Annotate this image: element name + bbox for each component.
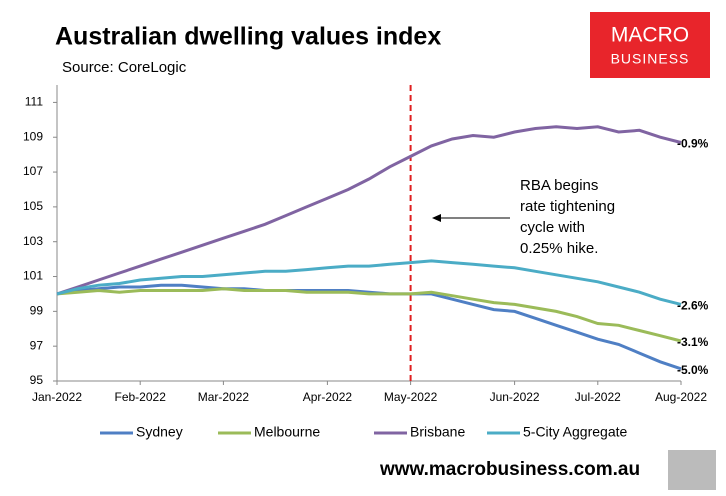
legend-label: 5-City Aggregate: [523, 424, 627, 440]
chart-subtitle: Source: CoreLogic: [62, 59, 187, 76]
annotation: RBA begins: [520, 177, 598, 194]
logo-box: [590, 12, 710, 78]
y-tick-label: 111: [25, 95, 44, 109]
y-tick-label: 107: [23, 164, 43, 178]
y-tick-label: 105: [23, 199, 43, 213]
logo-text: MACRO: [611, 24, 689, 47]
footer: www.macrobusiness.com.au: [379, 459, 640, 480]
wolf-icon: [668, 450, 716, 490]
series-line: [56, 259, 682, 306]
legend-label: Brisbane: [410, 424, 465, 440]
series-line: [56, 125, 682, 296]
y-tick-label: 103: [23, 234, 43, 248]
change-label: -5.0%: [677, 363, 709, 377]
change-label: -3.1%: [677, 335, 709, 349]
legend-label: Melbourne: [254, 424, 320, 440]
y-tick-label: 109: [23, 129, 43, 143]
series-line: [56, 287, 682, 343]
arrow-head: [432, 214, 441, 222]
series-line: [56, 283, 682, 371]
chart-title: Australian dwelling values index: [55, 23, 441, 51]
legend-label: Sydney: [136, 424, 183, 440]
change-label: -0.9%: [677, 137, 709, 151]
x-tick-label: Mar-2022: [198, 390, 250, 404]
x-tick-label: Jun-2022: [490, 390, 540, 404]
x-tick-label: Jan-2022: [32, 390, 82, 404]
x-tick-label: Aug-2022: [655, 390, 707, 404]
x-tick-label: Feb-2022: [115, 390, 167, 404]
change-label: -2.6%: [677, 299, 709, 313]
annotation: 0.25% hike.: [520, 240, 598, 257]
logo-text: BUSINESS: [611, 51, 690, 67]
annotation: cycle with: [520, 219, 585, 236]
y-tick-label: 99: [30, 304, 44, 318]
x-tick-label: Jul-2022: [575, 390, 621, 404]
annotation: rate tightening: [520, 198, 615, 215]
y-tick-label: 95: [30, 373, 44, 387]
y-tick-label: 97: [30, 338, 44, 352]
x-tick-label: May-2022: [384, 390, 438, 404]
y-tick-label: 101: [23, 269, 43, 283]
x-tick-label: Apr-2022: [303, 390, 353, 404]
